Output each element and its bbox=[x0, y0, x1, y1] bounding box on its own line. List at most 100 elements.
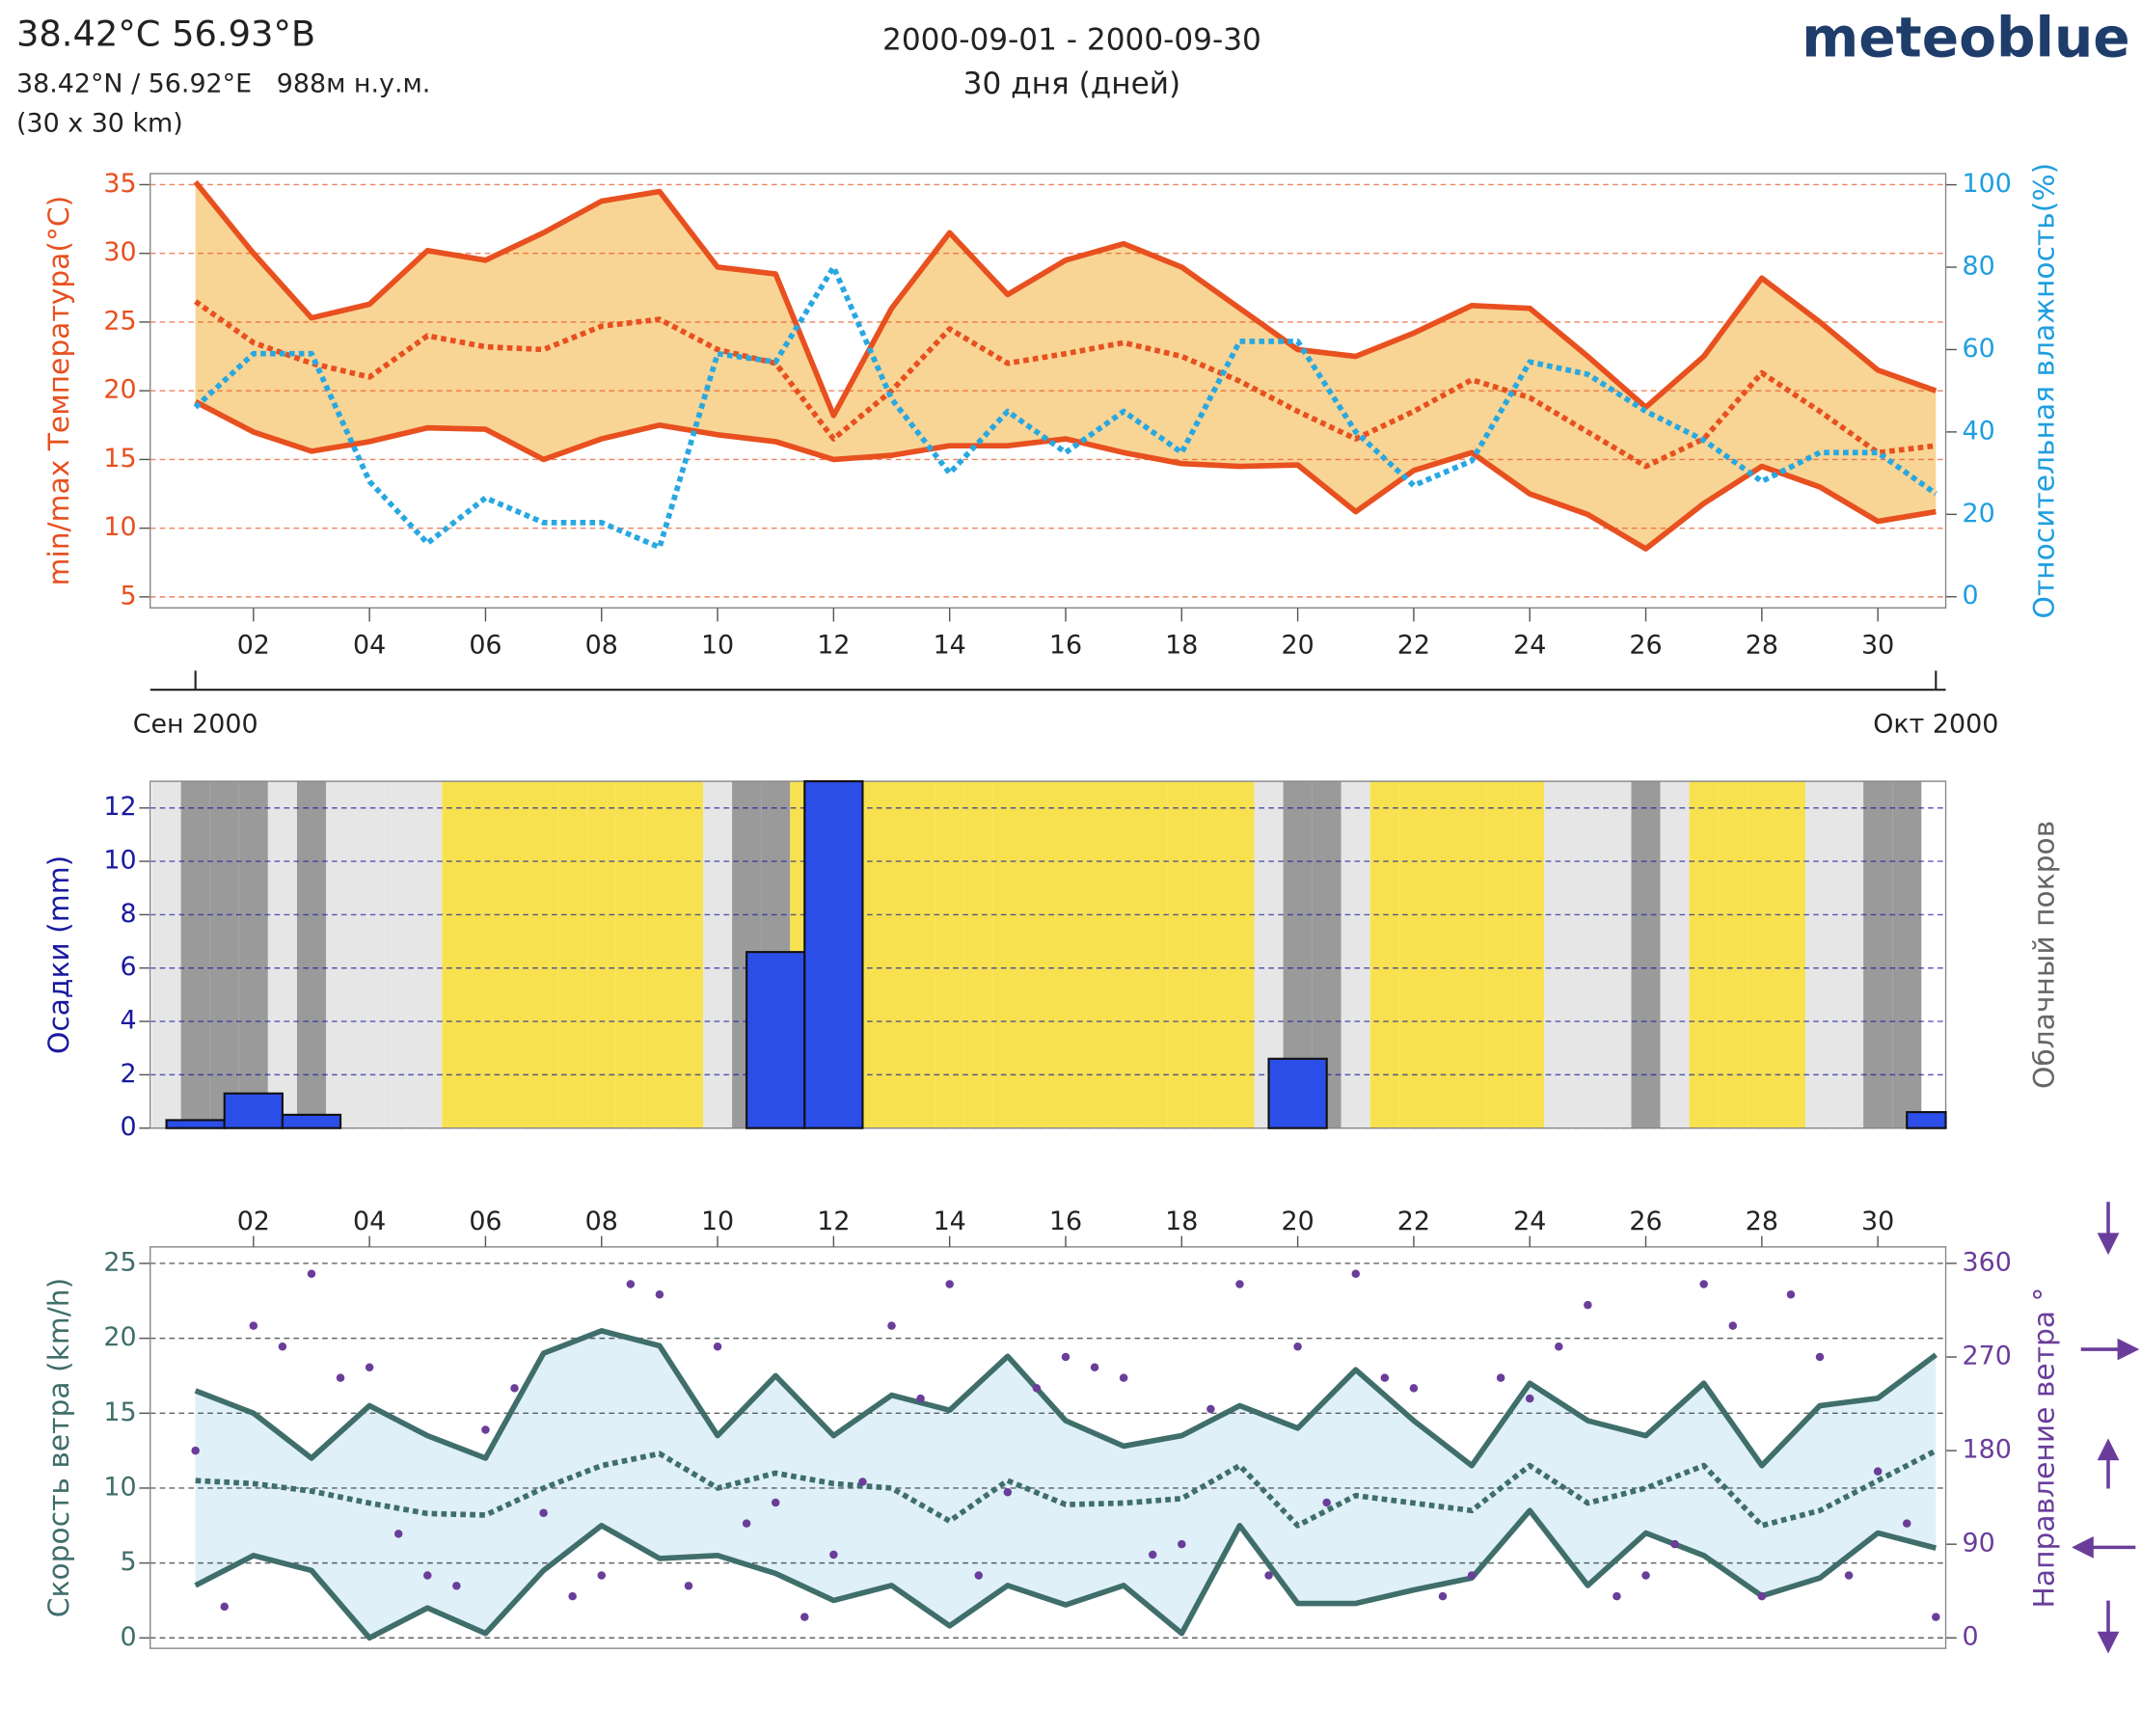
x-tick-label: 22 bbox=[1397, 1207, 1430, 1236]
direction-point bbox=[858, 1478, 867, 1486]
direction-point bbox=[1757, 1591, 1767, 1601]
cloud-stripe bbox=[267, 781, 297, 1128]
direction-point bbox=[655, 1290, 664, 1299]
cloud-stripe bbox=[326, 781, 356, 1128]
series-line bbox=[195, 1448, 1938, 1529]
series-line bbox=[193, 179, 1938, 419]
cloud-stripe bbox=[1834, 781, 1864, 1128]
direction-point bbox=[1409, 1384, 1419, 1393]
plot-frame bbox=[149, 173, 1947, 609]
cloud-stripe bbox=[703, 781, 733, 1128]
month-label: Сен 2000 bbox=[133, 710, 258, 740]
cloud-stripe bbox=[1660, 781, 1690, 1128]
cloud-stripe bbox=[1631, 781, 1661, 1128]
direction-point bbox=[481, 1425, 490, 1434]
cloud-stripe bbox=[1863, 781, 1893, 1128]
x-tick-label: 30 bbox=[1861, 1207, 1894, 1236]
y-tick-label: 8 bbox=[120, 899, 136, 929]
y-axis-title: min/max Температура(°C) bbox=[42, 196, 76, 586]
cloud-stripe bbox=[1892, 781, 1922, 1128]
cloud-stripe bbox=[586, 781, 616, 1128]
cloud-stripe bbox=[528, 781, 558, 1128]
direction-point bbox=[1264, 1571, 1273, 1580]
cloud-stripe bbox=[1486, 781, 1516, 1128]
y-tick-label: 15 bbox=[103, 1397, 136, 1427]
series-line bbox=[194, 1328, 1938, 1469]
direction-point bbox=[887, 1321, 896, 1330]
location-title: 38.42°C 56.93°В bbox=[16, 14, 315, 55]
direction-point bbox=[1815, 1352, 1825, 1362]
x-tick-label: 14 bbox=[934, 1207, 966, 1236]
cloud-stripe bbox=[877, 781, 907, 1128]
cloud-stripe bbox=[1515, 781, 1545, 1128]
cloud-stripe bbox=[557, 781, 587, 1128]
direction-point bbox=[684, 1582, 693, 1590]
y-tick-label: 2 bbox=[120, 1059, 136, 1089]
cloud-stripe bbox=[1573, 781, 1603, 1128]
cloud-stripe bbox=[935, 781, 964, 1128]
cloud-stripe bbox=[1225, 781, 1255, 1128]
x-tick-label: 24 bbox=[1513, 1207, 1546, 1236]
y2-tick-label: 60 bbox=[1963, 334, 1995, 364]
series-line bbox=[194, 1507, 1938, 1641]
cloud-stripe bbox=[963, 781, 993, 1128]
plot-frame bbox=[149, 1246, 1947, 1649]
direction-point bbox=[1613, 1591, 1621, 1601]
cloud-stripe bbox=[1398, 781, 1428, 1128]
cloud-stripe bbox=[644, 781, 674, 1128]
cloud-stripe bbox=[151, 781, 181, 1128]
x-tick-label: 20 bbox=[1281, 1207, 1314, 1236]
x-tick-label: 30 bbox=[1861, 630, 1894, 660]
month-label: Окт 2000 bbox=[1873, 710, 1998, 740]
direction-point bbox=[916, 1394, 925, 1403]
cloud-stripe bbox=[1196, 781, 1226, 1128]
cloud-stripe bbox=[471, 781, 501, 1128]
cloud-stripe bbox=[1050, 781, 1081, 1128]
cloud-stripe bbox=[1457, 781, 1487, 1128]
direction-point bbox=[1728, 1321, 1738, 1330]
direction-point bbox=[1555, 1342, 1563, 1351]
x-tick-label: 14 bbox=[934, 630, 966, 660]
y-axis-title: Осадки (mm) bbox=[42, 855, 76, 1054]
x-tick-label: 12 bbox=[817, 630, 850, 660]
cloud-stripe bbox=[180, 781, 210, 1128]
direction-point bbox=[742, 1519, 751, 1528]
direction-point bbox=[1380, 1373, 1390, 1382]
direction-point bbox=[1438, 1591, 1448, 1601]
period: 2000-09-01 - 2000-09-30 bbox=[882, 23, 1261, 58]
y-tick-label: 10 bbox=[103, 512, 136, 542]
y2-tick-label: 20 bbox=[1963, 499, 1995, 529]
cloud-stripe bbox=[1602, 781, 1632, 1128]
precip-bar bbox=[281, 1113, 342, 1129]
x-tick-label: 28 bbox=[1746, 1207, 1778, 1236]
x-tick-label: 04 bbox=[353, 1207, 386, 1236]
y-tick-label: 5 bbox=[120, 581, 136, 610]
precip-bar bbox=[223, 1092, 284, 1129]
brand: meteoblue bbox=[1802, 6, 2129, 69]
y-tick-label: 0 bbox=[120, 1622, 136, 1652]
y-tick-label: 6 bbox=[120, 952, 136, 982]
direction-point bbox=[1090, 1363, 1099, 1372]
days: 30 дня (дней) bbox=[963, 67, 1181, 101]
y-tick-label: 25 bbox=[103, 306, 136, 336]
cloud-stripe bbox=[1341, 781, 1370, 1128]
cloud-stripe bbox=[673, 781, 704, 1128]
grid-size: (30 x 30 km) bbox=[16, 109, 183, 139]
direction-point bbox=[945, 1280, 954, 1288]
direction-point bbox=[1525, 1394, 1534, 1403]
direction-point bbox=[713, 1342, 722, 1351]
direction-point bbox=[1119, 1373, 1128, 1382]
direction-point bbox=[1322, 1498, 1331, 1507]
cloud-stripe bbox=[1369, 781, 1399, 1128]
x-tick-label: 16 bbox=[1049, 1207, 1082, 1236]
direction-point bbox=[771, 1498, 780, 1507]
coordinates: 38.42°N / 56.92°E 988м н.у.м. bbox=[16, 69, 430, 99]
direction-point bbox=[1873, 1467, 1883, 1476]
x-tick-label: 22 bbox=[1397, 630, 1430, 660]
y2-axis-title: Облачный покров bbox=[2027, 821, 2061, 1089]
panel: 0 2 4 6 8 10 12 Осадки (mm) Облачный покров bbox=[42, 780, 2061, 1142]
series-line bbox=[194, 299, 1937, 470]
direction-point bbox=[1061, 1352, 1070, 1362]
y-tick-label: 20 bbox=[103, 375, 136, 405]
